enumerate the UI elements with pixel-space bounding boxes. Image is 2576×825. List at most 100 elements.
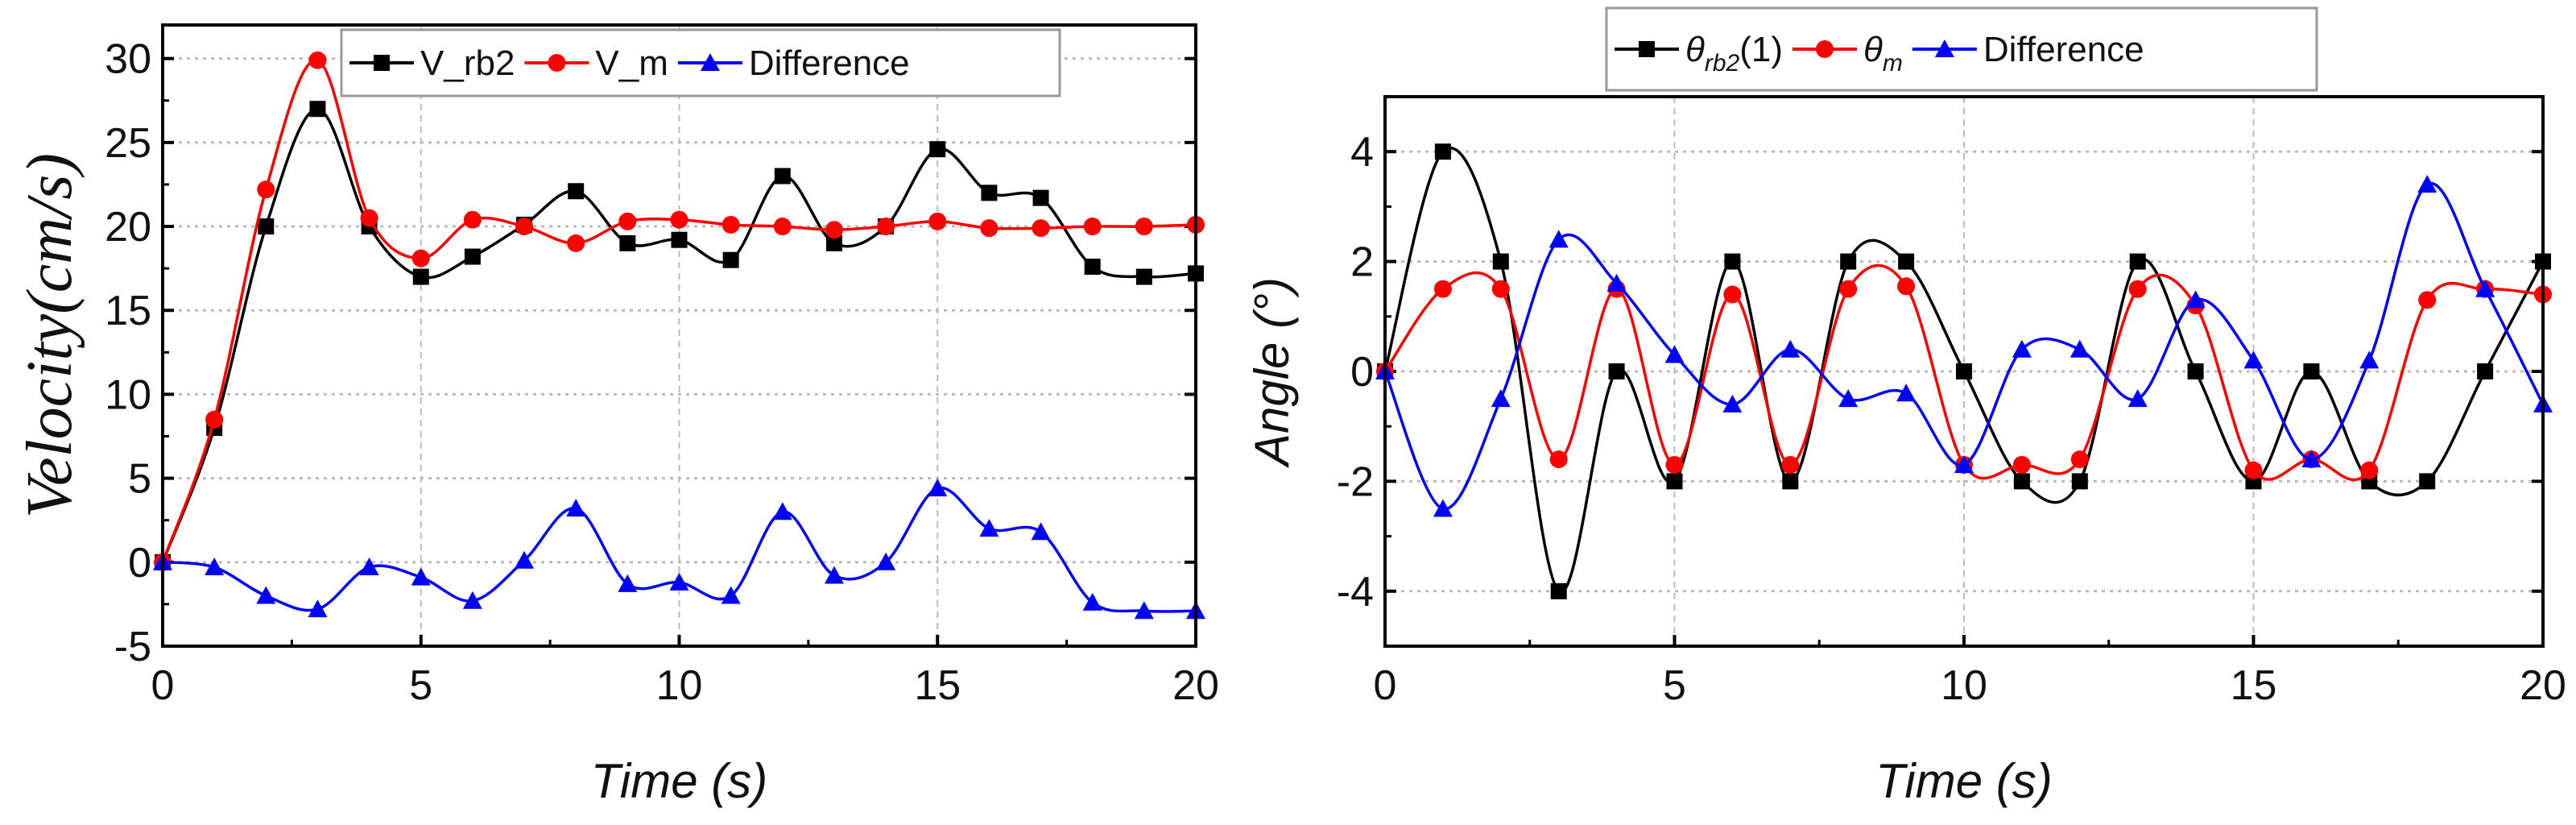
data-point [2419,473,2436,490]
data-point [722,251,739,268]
data-point [308,51,327,69]
legend-square-marker [1639,41,1655,57]
y-tick-label: 25 [105,120,151,167]
data-point [2303,363,2320,379]
y-tick-label: 30 [105,36,151,83]
series-Difference [153,479,1205,620]
data-point [671,231,688,248]
data-point [1083,218,1102,236]
data-point [515,218,534,236]
legend-label-suffix: (1) [1739,30,1783,69]
x-tick-label: 20 [1172,662,1219,709]
data-point [824,566,844,584]
data-point [1723,285,1742,304]
data-point [618,574,638,592]
y-tick-label: -5 [114,624,151,670]
data-point [1549,450,1568,469]
y-tick-label: 5 [128,456,151,503]
legend-circle-marker [1816,40,1834,58]
data-point [411,567,431,586]
data-point [1031,522,1051,541]
x-axis-label: Time (s) [591,754,767,808]
legend-label: θrb2(1) [1685,30,1783,77]
y-tick-label: -4 [1337,569,1374,616]
data-point [411,249,430,267]
data-point [1550,582,1567,599]
data-point [1032,189,1049,206]
y-tick-label: 0 [1350,349,1374,396]
data-point [928,479,948,497]
legend-entry: θm [1792,30,1903,77]
legend-label-subscript: m [1883,50,1903,77]
legend-label-base: Difference [1983,30,2144,69]
data-point [825,234,842,251]
series-line [161,58,1197,563]
data-point [1838,389,1859,408]
data-point [721,586,741,604]
x-tick-label: 0 [151,662,175,709]
data-point [258,218,275,235]
data-point [1840,253,1857,270]
legend-label: Difference [749,44,910,83]
data-point [205,558,225,576]
legend-triangle-marker [1934,39,1954,57]
data-point [1491,389,1511,408]
x-tick-label: 0 [1374,662,1397,709]
data-point [1032,219,1050,238]
data-point [2071,473,2088,490]
data-point [979,519,999,537]
data-point [1548,230,1569,248]
data-point [619,234,636,251]
legend-entry: V_m [524,44,668,83]
data-point [1664,345,1685,363]
data-point [669,572,689,591]
data-point [1666,473,1683,490]
data-point [359,558,379,576]
data-point [2359,350,2380,369]
x-tick-label: 15 [2231,662,2277,709]
data-point [1492,253,1509,270]
data-point [205,410,224,429]
data-point [877,218,895,236]
data-point [566,499,586,517]
legend-entry: V_rb2 [349,44,515,83]
data-point [722,215,740,234]
data-point [1606,273,1627,292]
legend-entry: Difference [1912,30,2144,69]
x-tick-label: 10 [656,662,703,709]
data-point [568,183,585,200]
data-point [618,212,637,230]
data-point [1839,280,1858,298]
plot-frame [161,23,1197,648]
data-point [2127,389,2148,408]
legend-label: V_m [595,44,668,83]
legend-square-marker [374,55,390,71]
legend-entry: Difference [677,44,910,83]
data-point [1780,339,1801,358]
series-line [1383,263,2544,482]
data-point [515,550,535,569]
data-point [1954,454,1974,473]
data-point [1491,280,1510,298]
y-axis-label: Velocity(cm/s) [14,153,85,518]
data-point [567,234,585,252]
data-point [1135,218,1153,236]
data-point [1896,383,1916,402]
series-line [162,486,1197,613]
plot-frame [1383,95,2545,648]
data-point [2012,455,2031,474]
y-tick-label: 2 [1350,239,1374,286]
series-θrb2(1) [1377,143,2551,599]
data-point [464,248,481,265]
x-axis-label: Time (s) [1875,754,2052,808]
data-point [2301,450,2322,468]
data-point [773,218,792,236]
data-point [462,591,482,609]
data-point [2477,363,2494,379]
data-point [929,141,946,158]
data-point [2185,290,2206,309]
data-point [463,210,482,229]
data-point [256,586,276,604]
